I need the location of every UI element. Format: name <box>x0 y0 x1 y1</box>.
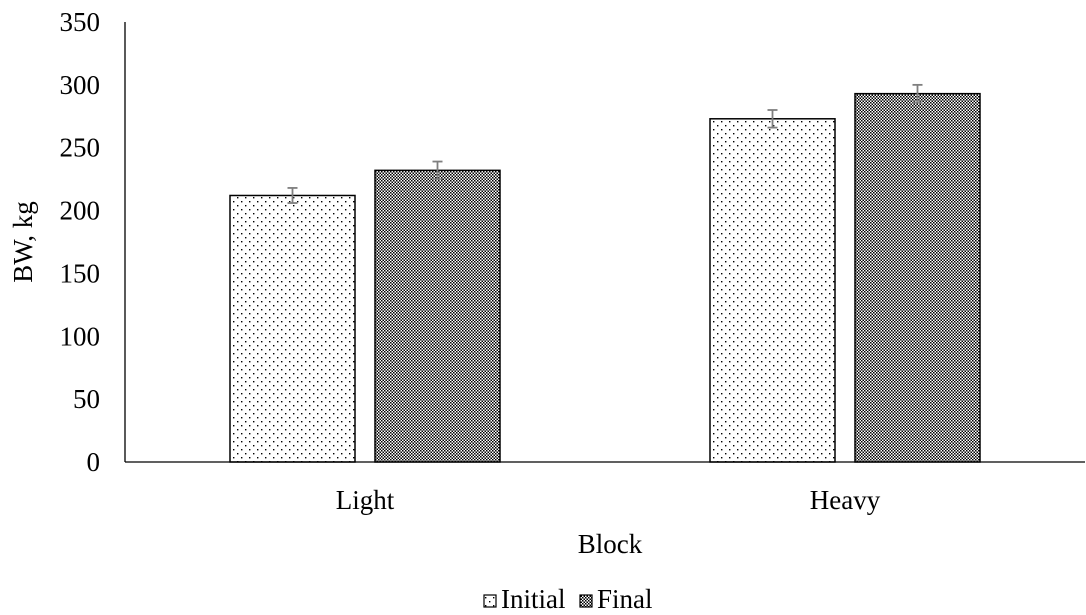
legend-label-initial: Initial <box>501 584 565 614</box>
legend: Initial Final <box>483 584 653 614</box>
y-tick-label: 250 <box>60 133 101 163</box>
x-tick-label: Heavy <box>810 485 881 515</box>
y-tick-label: 150 <box>60 258 101 288</box>
bar-initial-heavy <box>709 118 836 463</box>
x-tick-label: Light <box>336 485 395 515</box>
error-bar-initial-heavy <box>767 109 778 129</box>
legend-label-final: Final <box>597 584 653 614</box>
error-bar-final-light <box>432 160 443 181</box>
error-bar-initial-light <box>287 187 298 204</box>
y-tick-label: 0 <box>87 447 101 477</box>
y-axis-tick-labels: 0 50 100 150 200 250 300 350 <box>60 7 101 477</box>
y-tick-label: 300 <box>60 70 101 100</box>
bar-final-heavy <box>854 92 981 463</box>
x-axis-label: Block <box>578 529 643 559</box>
bar-final-light <box>374 169 501 463</box>
bar-initial-light <box>229 194 356 463</box>
y-tick-label: 200 <box>60 196 101 226</box>
x-axis-tick-labels: Light Heavy <box>336 485 881 515</box>
error-bars-group <box>287 83 923 204</box>
error-bar-final-heavy <box>912 83 923 104</box>
y-tick-label: 50 <box>73 384 100 414</box>
legend-swatch-final <box>579 594 593 608</box>
y-axis-label: BW, kg <box>8 201 38 283</box>
y-tick-label: 100 <box>60 321 101 351</box>
y-tick-label: 350 <box>60 7 101 37</box>
legend-swatch-initial <box>483 594 497 608</box>
bars-group <box>229 92 981 463</box>
